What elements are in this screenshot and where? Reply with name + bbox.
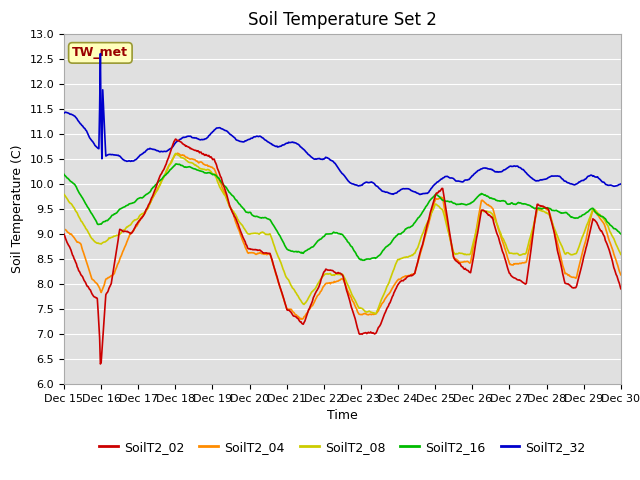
Legend: SoilT2_02, SoilT2_04, SoilT2_08, SoilT2_16, SoilT2_32: SoilT2_02, SoilT2_04, SoilT2_08, SoilT2_…: [94, 436, 591, 459]
Y-axis label: Soil Temperature (C): Soil Temperature (C): [11, 144, 24, 273]
Text: TW_met: TW_met: [72, 47, 129, 60]
Title: Soil Temperature Set 2: Soil Temperature Set 2: [248, 11, 437, 29]
X-axis label: Time: Time: [327, 409, 358, 422]
